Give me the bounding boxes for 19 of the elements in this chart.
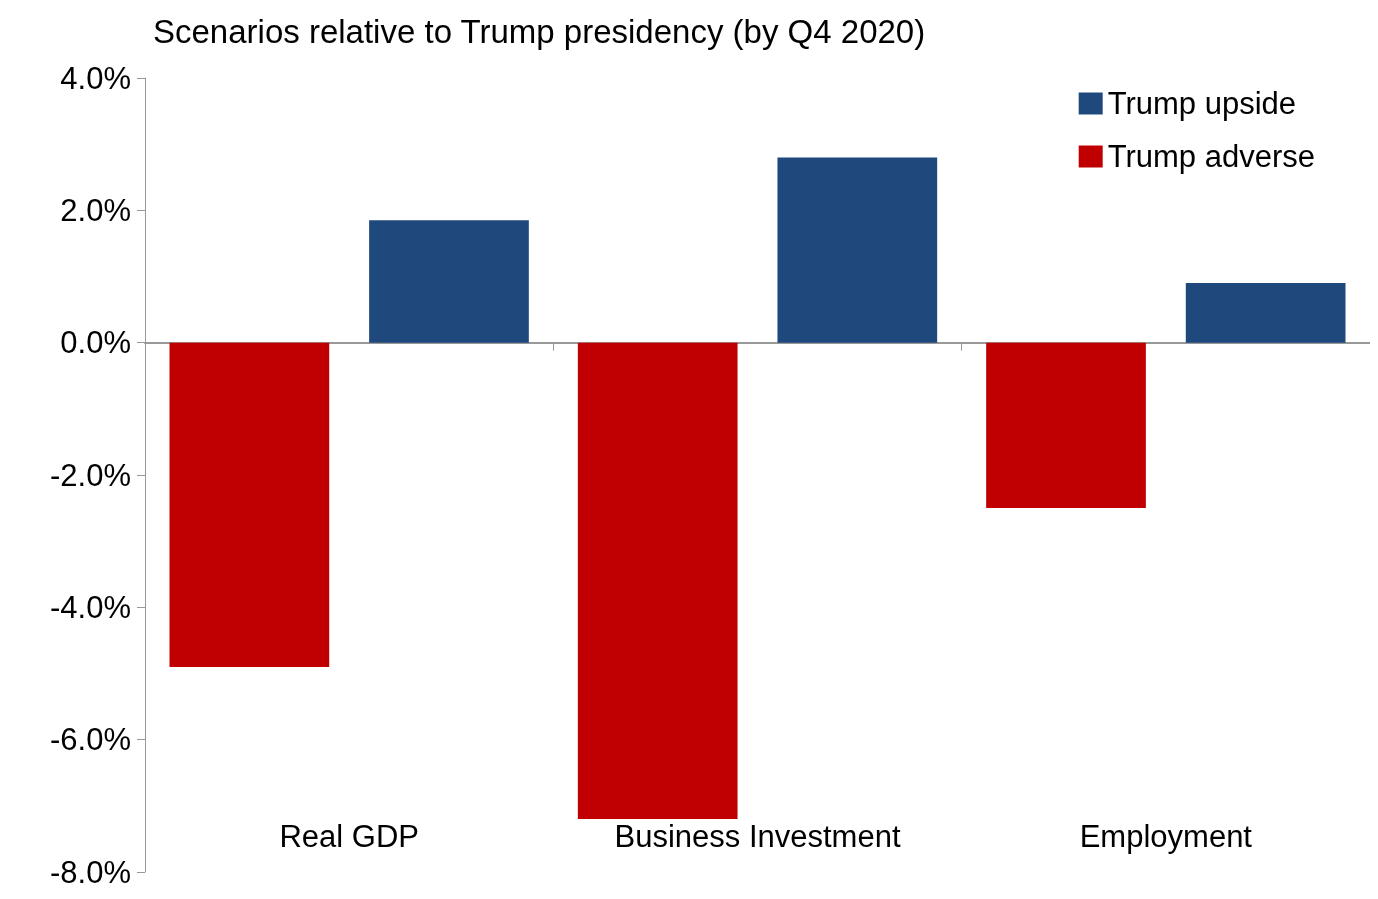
y-tick-label: -8.0% — [50, 854, 131, 890]
bar — [577, 342, 738, 820]
bar — [169, 342, 330, 667]
x-tick-label: Business Investment — [614, 819, 901, 854]
bar — [777, 157, 938, 343]
bar — [369, 220, 529, 343]
chart-title: Scenarios relative to Trump presidency (by Q4 2020) — [153, 13, 926, 50]
y-tick-label: 2.0% — [60, 192, 131, 228]
y-tick-label: -6.0% — [50, 722, 131, 758]
legend-label: Trump adverse — [1107, 139, 1315, 174]
x-tick-label: Employment — [1079, 819, 1253, 854]
x-tick-label: Real GDP — [279, 819, 419, 854]
y-tick-label: -4.0% — [50, 589, 131, 625]
y-tick-label: -2.0% — [50, 457, 131, 493]
bar — [986, 342, 1146, 509]
y-tick-label: 4.0% — [60, 60, 131, 96]
legend-label: Trump upside — [1107, 86, 1297, 121]
y-tick-label: 0.0% — [60, 325, 131, 361]
bar — [1185, 283, 1346, 343]
